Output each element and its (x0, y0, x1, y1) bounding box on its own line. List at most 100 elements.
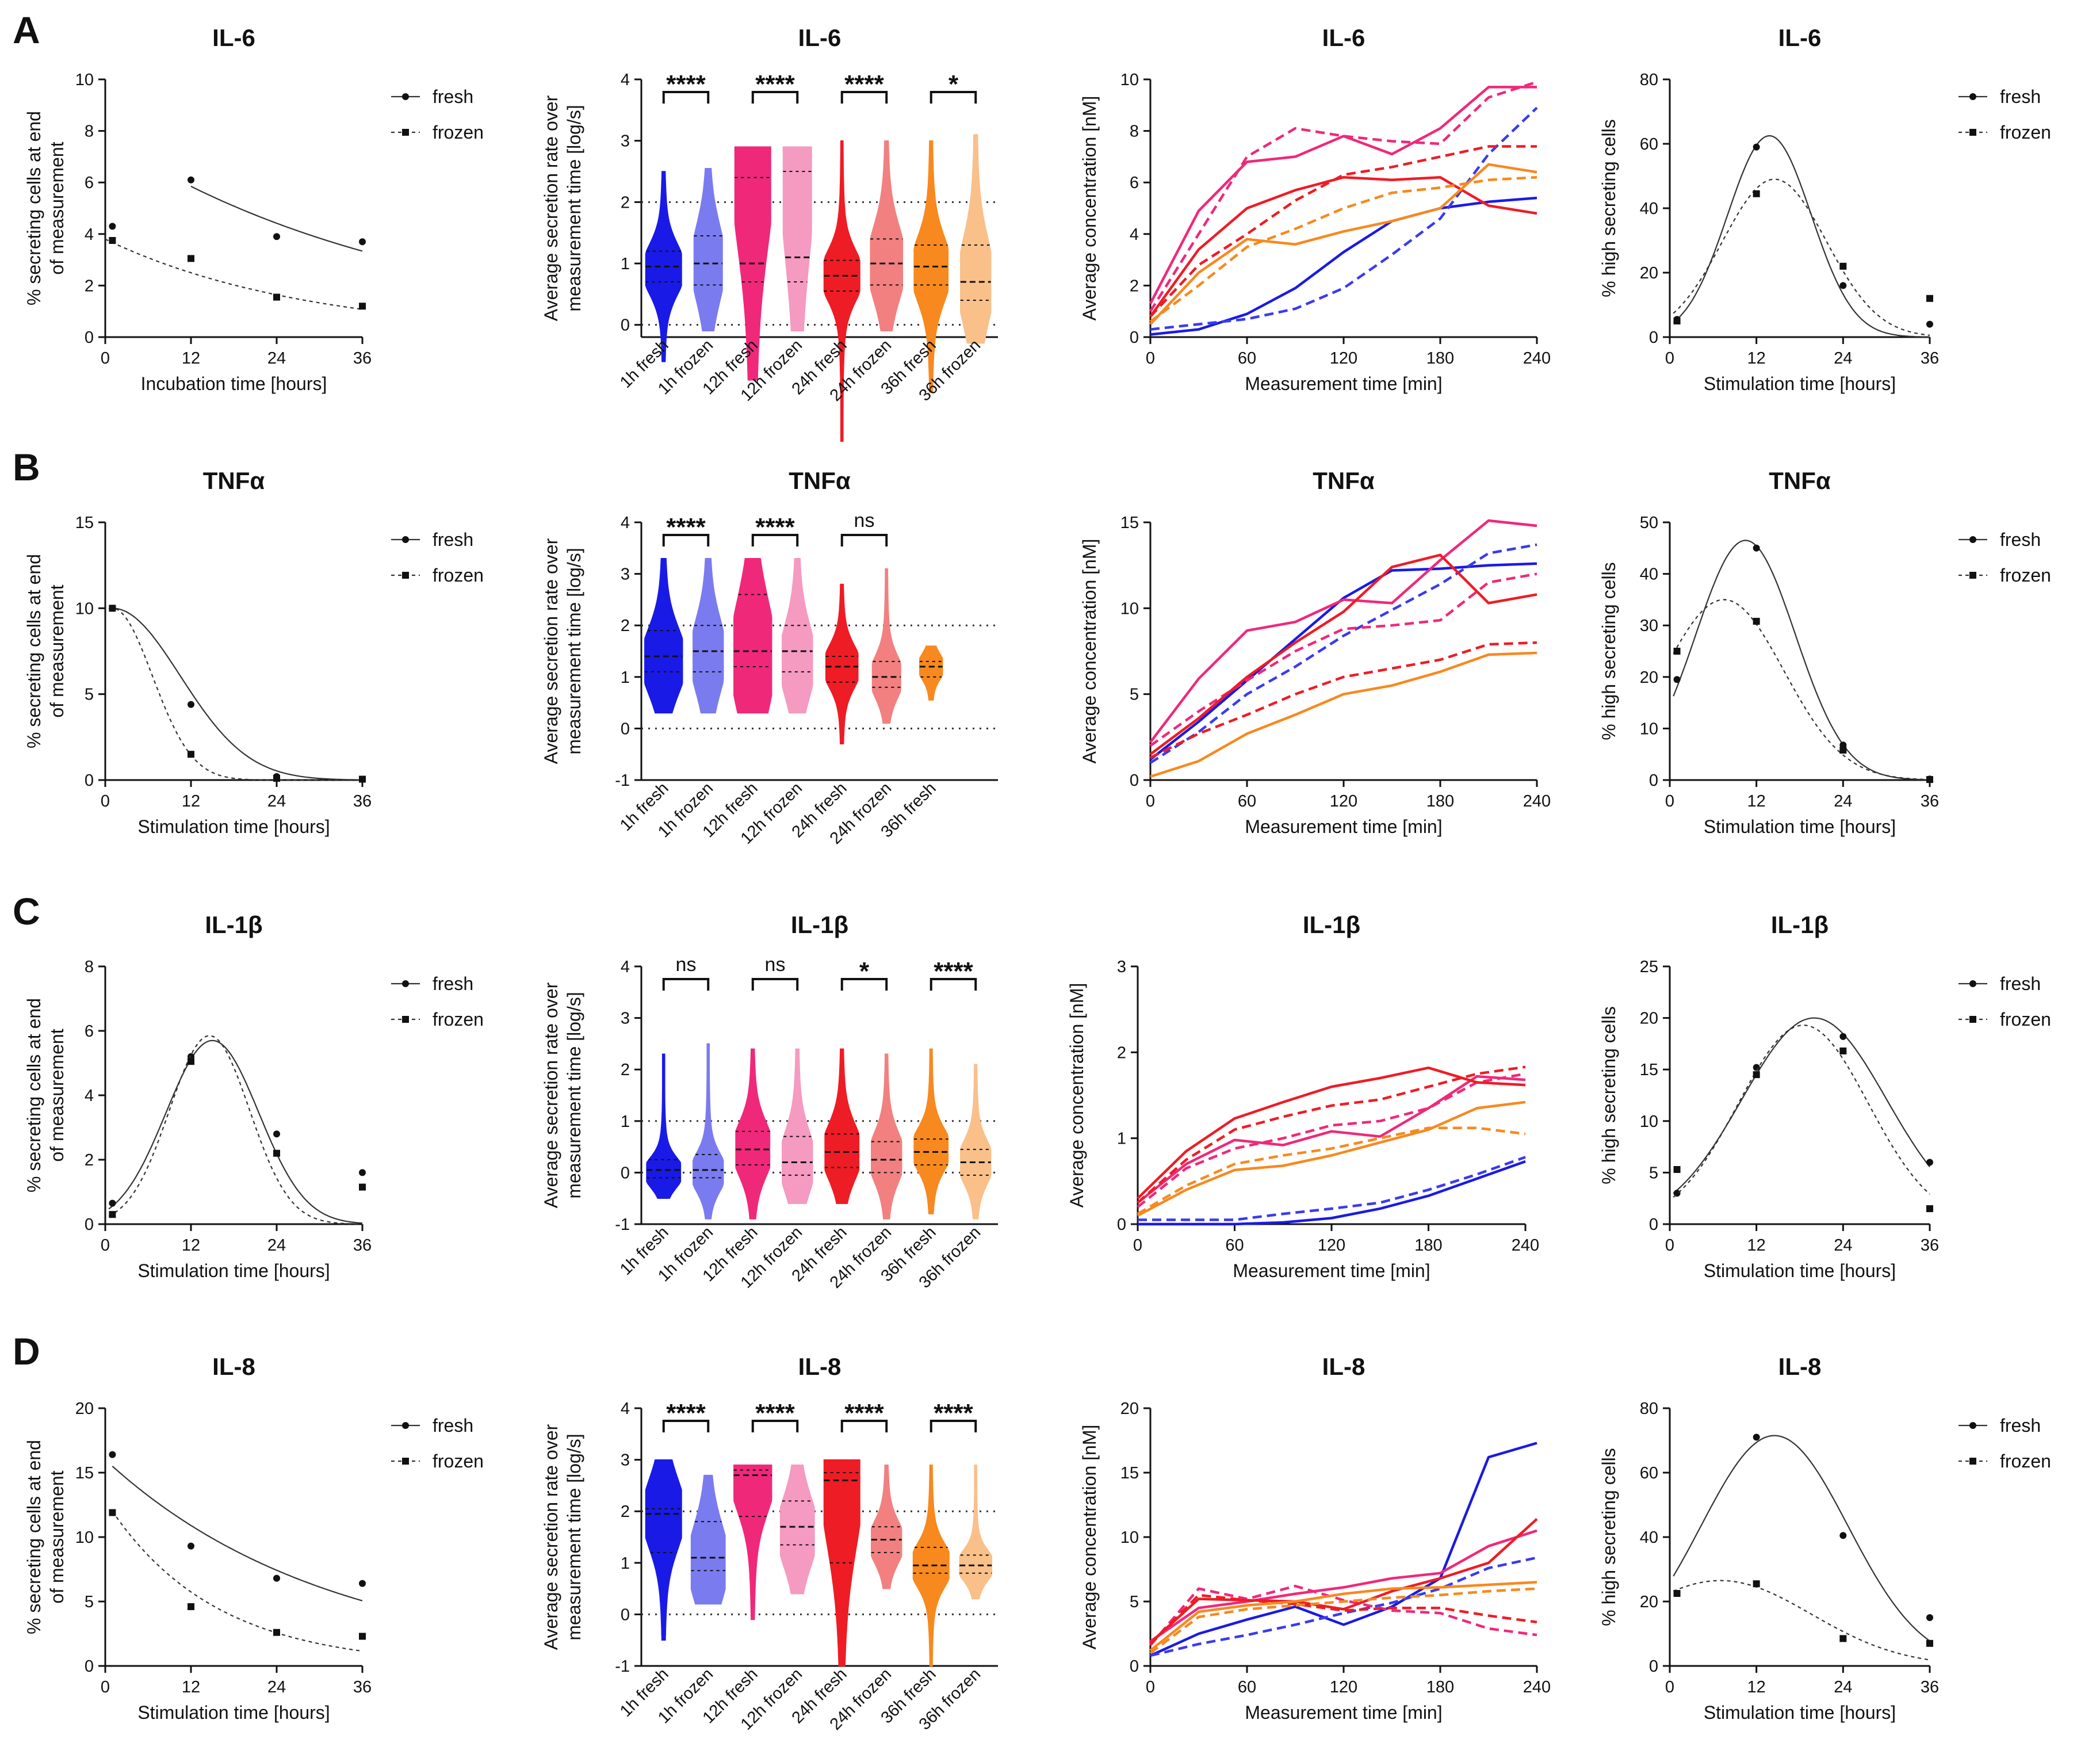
C2-sig-bracket (751, 978, 799, 991)
D2-ytick-label: 2 (621, 1503, 630, 1521)
D2-sig-label: **** (755, 1399, 795, 1427)
D2-sig-label: **** (934, 1399, 973, 1427)
row-label-a: A (13, 9, 40, 51)
A4-fit-fresh (1673, 135, 1930, 338)
A2-sig-label: **** (844, 70, 884, 98)
C4-title: IL-1β (1771, 911, 1829, 938)
D3-ytick-label: 5 (1130, 1593, 1139, 1611)
C4-point-fresh (1839, 1033, 1847, 1040)
C2-sig-label: * (859, 957, 870, 985)
C2-ytick-label: 0 (621, 1164, 630, 1182)
A4-xtick-label: 0 (1665, 349, 1674, 368)
A4-xtick-label: 24 (1834, 349, 1852, 368)
A2-sig-label: * (948, 70, 959, 98)
A4-ytick-label: 60 (1640, 135, 1658, 154)
C4-fit-fresh (1673, 1017, 1930, 1194)
A2-violin-1 (693, 167, 723, 332)
A3-series-12h-fresh (1149, 86, 1537, 304)
B1-ylabel: % secreting cells at end (24, 554, 44, 748)
D2-violin-7 (959, 1464, 993, 1600)
B2-violin-6 (919, 645, 943, 701)
C4-point-frozen (1753, 1071, 1760, 1079)
C4-ytick-label: 10 (1640, 1113, 1658, 1131)
C3-xtick-label: 240 (1512, 1236, 1539, 1255)
A3-xtick-label: 180 (1426, 349, 1454, 368)
C1-fit-frozen (108, 1035, 363, 1225)
B4-point-frozen (1753, 618, 1760, 625)
C2-ytick-label: 4 (621, 958, 630, 976)
A1-ytick-label: 4 (85, 225, 94, 244)
A4-xtick-label: 36 (1921, 349, 1939, 368)
C3-series-24h-frozen (1137, 1065, 1526, 1204)
A4-xlabel: Stimulation time [hours] (1704, 373, 1896, 394)
D2-violin-4 (823, 1459, 860, 1667)
D3-xtick-label: 120 (1330, 1678, 1357, 1696)
B3-series-12h-fresh (1149, 519, 1537, 743)
D2-ylabel: measurement time [log/s] (564, 1434, 584, 1640)
A4-ytick-label: 0 (1649, 328, 1658, 347)
D1-legend-label-frozen: frozen (433, 1451, 484, 1471)
A1-ytick-label: 6 (85, 174, 94, 192)
row-label-d: D (13, 1330, 40, 1373)
C2-violin-7 (960, 1064, 992, 1220)
A4-point-frozen (1926, 295, 1933, 302)
D1-legend-label-fresh: fresh (433, 1415, 473, 1436)
C4-xlabel: Stimulation time [hours] (1704, 1260, 1896, 1281)
B1-xlabel: Stimulation time [hours] (137, 816, 330, 837)
D4-ylabel: % high secreting cells (1598, 1448, 1619, 1626)
B4-ylabel: % high secreting cells (1598, 562, 1619, 740)
D1-fit-frozen (112, 1511, 363, 1652)
D2-sig-bracket (840, 1420, 888, 1432)
B3-series-12h-frozen (1149, 572, 1537, 747)
A1-xtick-label: 36 (353, 349, 372, 368)
D1-xtick-label: 12 (182, 1678, 200, 1696)
A2-sig-bracket (751, 91, 799, 104)
B3-xlabel: Measurement time [min] (1245, 816, 1442, 837)
C3-xtick-label: 120 (1318, 1236, 1345, 1255)
B2-sig-label: ns (854, 510, 875, 532)
C2-sig-bracket (929, 978, 977, 991)
panel-D4: 0 20 40 60 80 0 12 24 36 IL-8 Stimulation time [ho… (1598, 1353, 2051, 1723)
D2-ytick-label: 4 (621, 1400, 630, 1418)
B1-fit-fresh (109, 607, 363, 781)
A3-ytick-label: 6 (1130, 174, 1139, 192)
B3-ytick-label: 0 (1130, 771, 1139, 790)
A2-ylabel: measurement time [log/s] (564, 105, 584, 311)
A1-ytick-label: 2 (85, 277, 94, 295)
B3-xtick-label: 120 (1330, 792, 1357, 811)
D3-ytick-label: 15 (1120, 1464, 1139, 1482)
B4-point-fresh (1673, 676, 1681, 683)
D4-legend-marker-fresh (1969, 1422, 1976, 1429)
C1-point-fresh (109, 1199, 116, 1207)
D3-ytick-label: 0 (1130, 1657, 1139, 1676)
B2-ytick-label: 3 (621, 565, 630, 584)
B1-title: TNFα (203, 467, 265, 494)
C2-violin-4 (824, 1048, 860, 1204)
B1-legend-label-fresh: fresh (433, 529, 473, 550)
D3-series-1h-frozen (1150, 1556, 1537, 1657)
B4-point-frozen (1673, 648, 1681, 655)
C2-violin-6 (913, 1048, 949, 1214)
D1-title: IL-8 (212, 1353, 255, 1380)
B3-ylabel: Average concentration [nM] (1079, 539, 1100, 764)
D3-xtick-label: 0 (1146, 1678, 1155, 1696)
D4-xtick-label: 12 (1747, 1678, 1766, 1696)
B4-title: TNFα (1769, 467, 1831, 494)
C4-xtick-label: 24 (1834, 1236, 1852, 1255)
C1-xtick-label: 24 (267, 1236, 286, 1255)
B4-fit-fresh (1673, 540, 1930, 781)
panel-B1: 0 5 10 15 0 12 24 36 TNFα Stimulation time [hours… (24, 467, 484, 837)
D4-point-frozen (1753, 1580, 1760, 1588)
C2-violin-0 (646, 1053, 682, 1199)
C2-sig-label: ns (765, 954, 786, 976)
B3-xtick-label: 60 (1238, 792, 1256, 811)
A4-ytick-label: 80 (1640, 71, 1658, 89)
D3-title: IL-8 (1322, 1353, 1365, 1380)
D2-ytick-label: 0 (621, 1606, 630, 1624)
D2-ylabel: Average secretion rate over (541, 1424, 561, 1650)
C3-xtick-label: 180 (1414, 1236, 1442, 1255)
C2-sig-bracket (840, 978, 888, 991)
A1-legend-marker-fresh (402, 93, 409, 100)
C3-series-12h-fresh (1137, 1075, 1526, 1204)
